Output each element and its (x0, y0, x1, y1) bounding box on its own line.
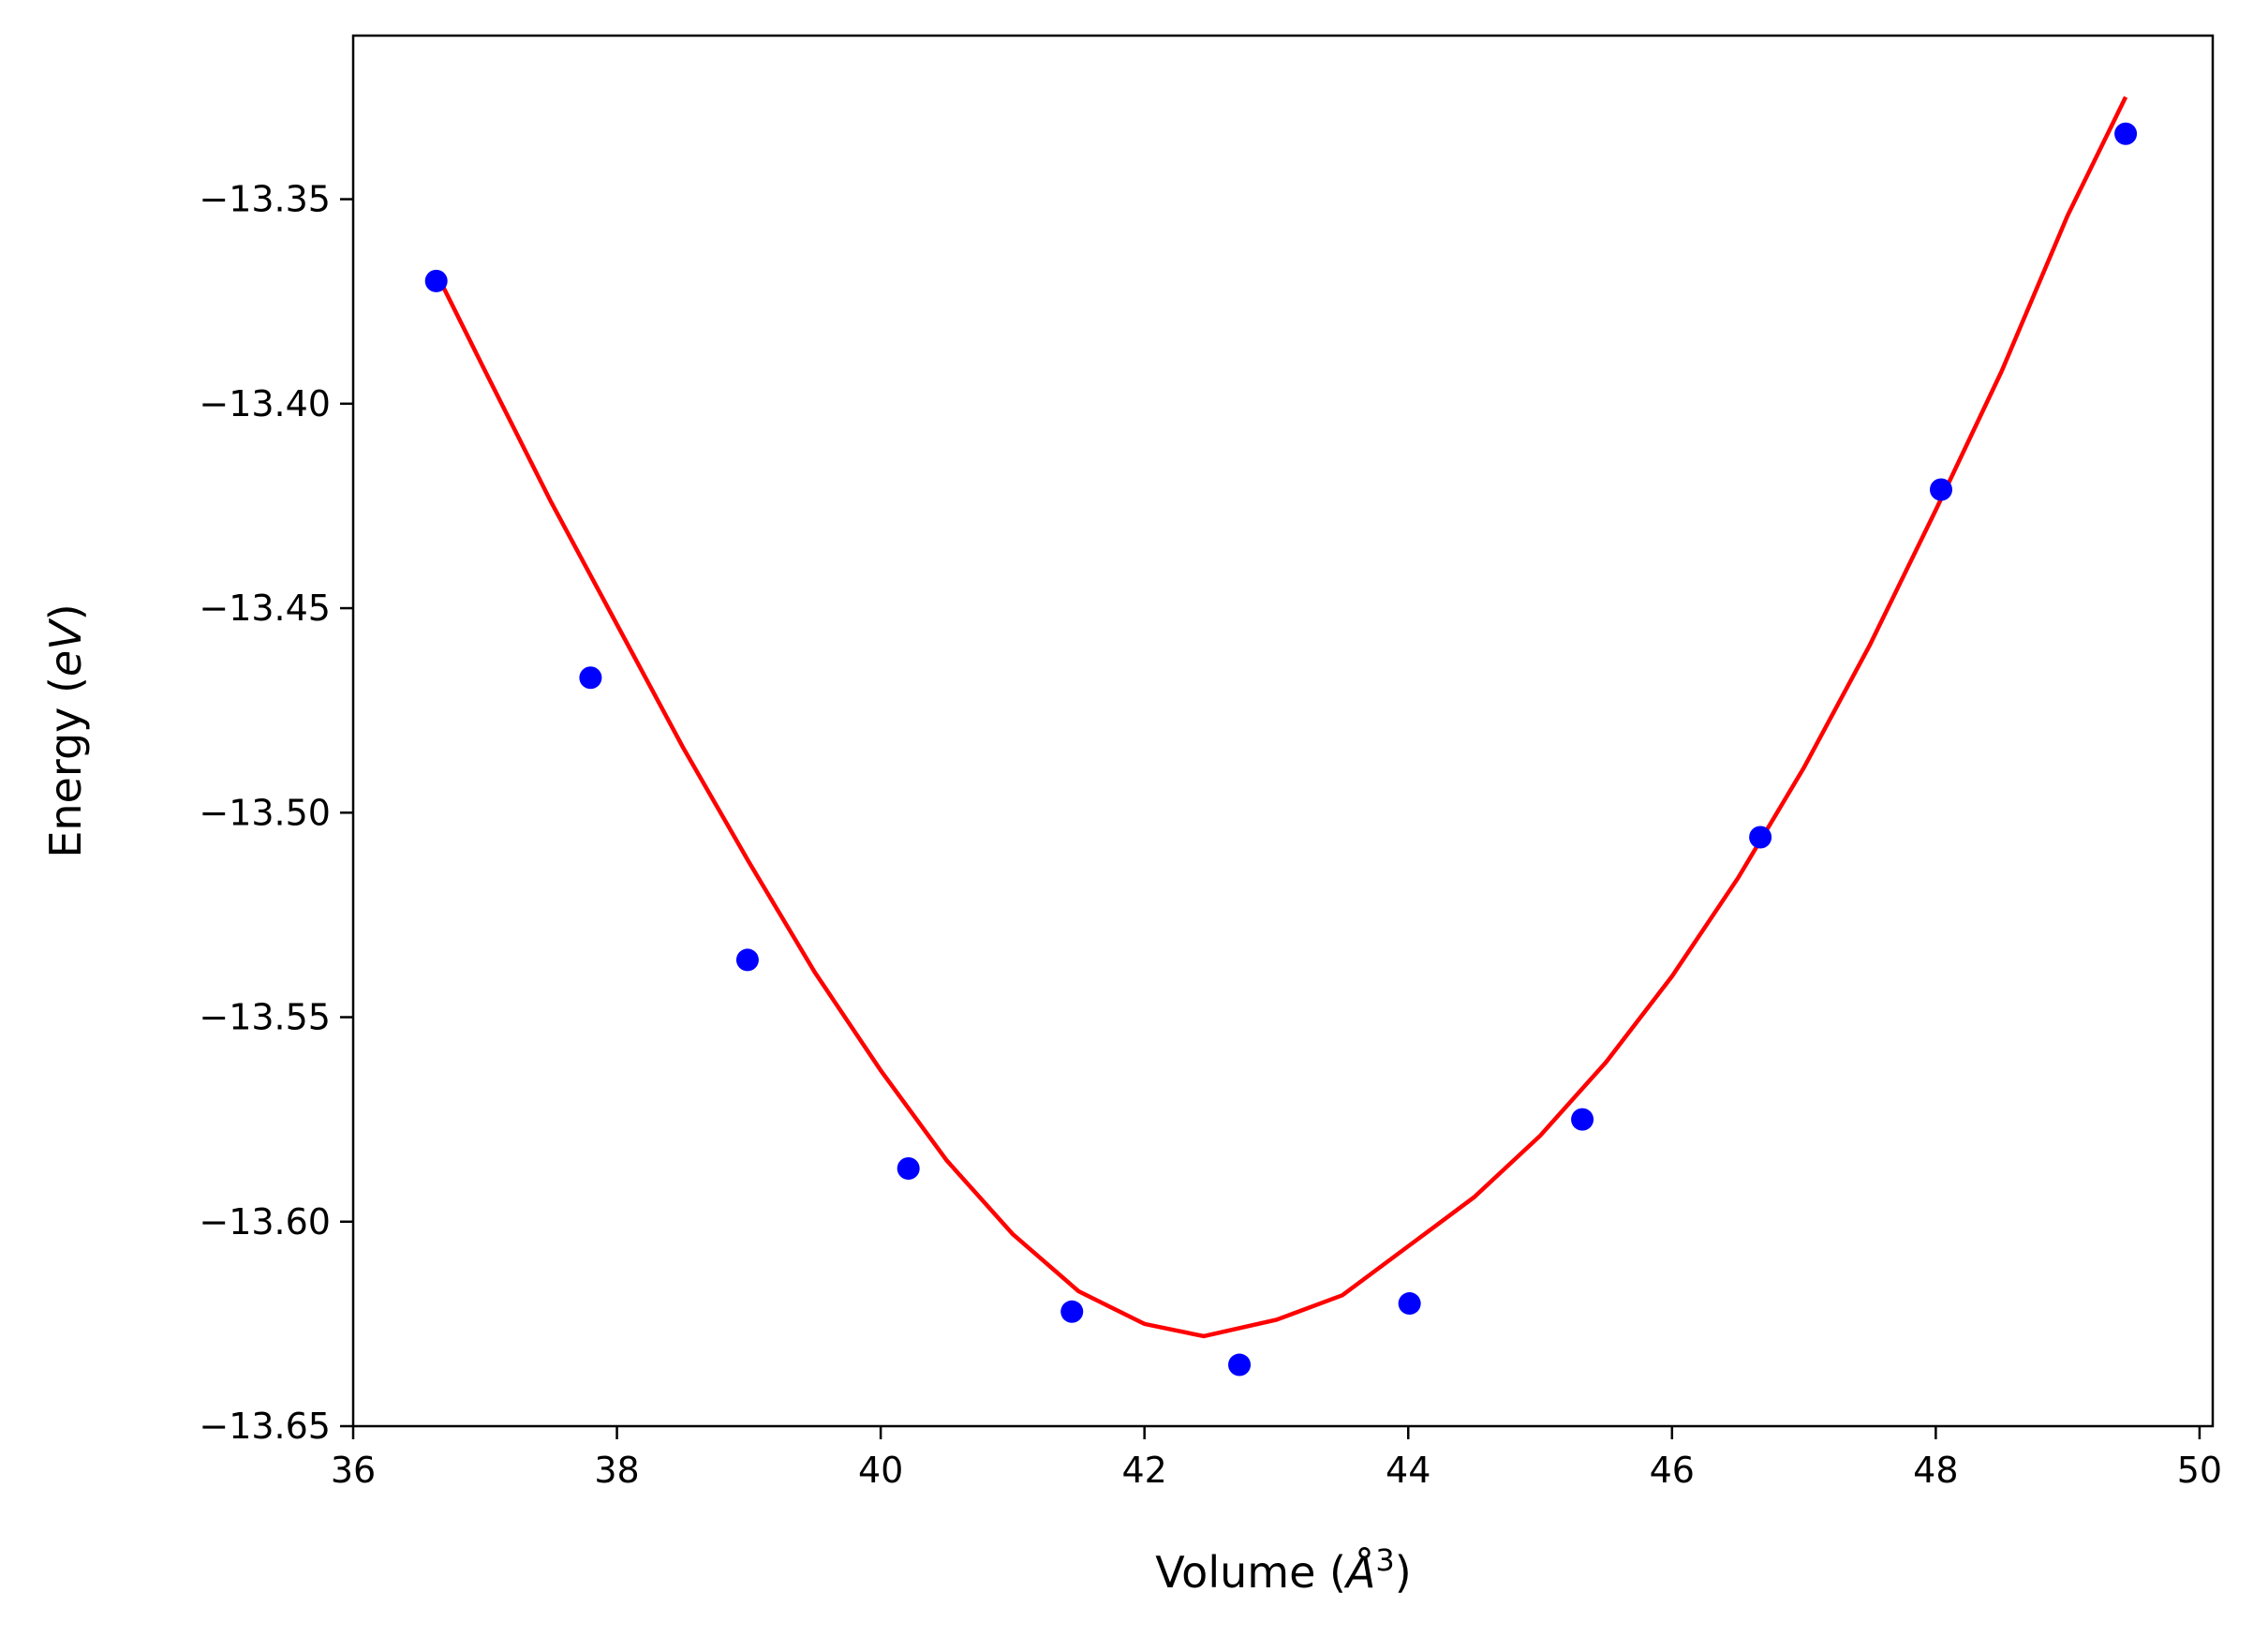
x-tick-label: 36 (331, 1450, 376, 1491)
y-axis-title-italic: eV (40, 618, 91, 677)
y-axis-ticks: −13.35 −13.40 −13.45 −13.50 −13.55 −13.60 −13.… (199, 179, 353, 1447)
data-point (897, 1157, 920, 1181)
data-point (1228, 1353, 1252, 1377)
x-tick-label: 46 (1650, 1450, 1695, 1491)
y-tick-label: −13.50 (199, 792, 331, 833)
x-tick-label: 42 (1122, 1450, 1167, 1491)
data-points-layer (424, 122, 2138, 1377)
fit-line-layer (434, 96, 2128, 1339)
plot-frame (351, 34, 2215, 1428)
x-tick-label: 40 (858, 1450, 903, 1491)
data-point (424, 269, 448, 292)
x-tick-label: 48 (1913, 1450, 1958, 1491)
y-tick-label: −13.55 (199, 997, 331, 1038)
data-point (1060, 1300, 1084, 1323)
data-point (1398, 1292, 1421, 1316)
y-tick-label: −13.45 (199, 588, 331, 629)
y-tick-label: −13.40 (199, 383, 331, 424)
x-axis-title-suffix: ) (1395, 1547, 1412, 1598)
y-axis-title-suffix: ) (40, 603, 91, 620)
x-tick-label: 50 (2177, 1450, 2222, 1491)
x-axis-title-prefix: Volume ( (1155, 1547, 1346, 1598)
data-point (1749, 826, 1772, 849)
x-tick-label: 38 (594, 1450, 639, 1491)
y-tick-label: −13.65 (199, 1406, 331, 1447)
x-axis-title: Volume (Å3) (1155, 1542, 1411, 1598)
x-axis-title-symbol: Å (1343, 1547, 1375, 1598)
x-axis-ticks: 36 38 40 42 44 46 48 50 (331, 1426, 2222, 1491)
x-tick-label: 44 (1386, 1450, 1430, 1491)
fit-curve (434, 96, 2128, 1339)
data-point (1929, 478, 1952, 501)
y-tick-label: −13.35 (199, 179, 331, 220)
data-point (1571, 1108, 1594, 1131)
data-point (2114, 122, 2138, 145)
x-axis-title-sup: 3 (1375, 1542, 1394, 1578)
data-point (579, 666, 602, 690)
y-axis-title: Energy (eV) (40, 603, 91, 857)
y-tick-label: −13.60 (199, 1201, 331, 1243)
y-axis-title-prefix: Energy ( (40, 677, 91, 858)
data-point (735, 948, 759, 972)
